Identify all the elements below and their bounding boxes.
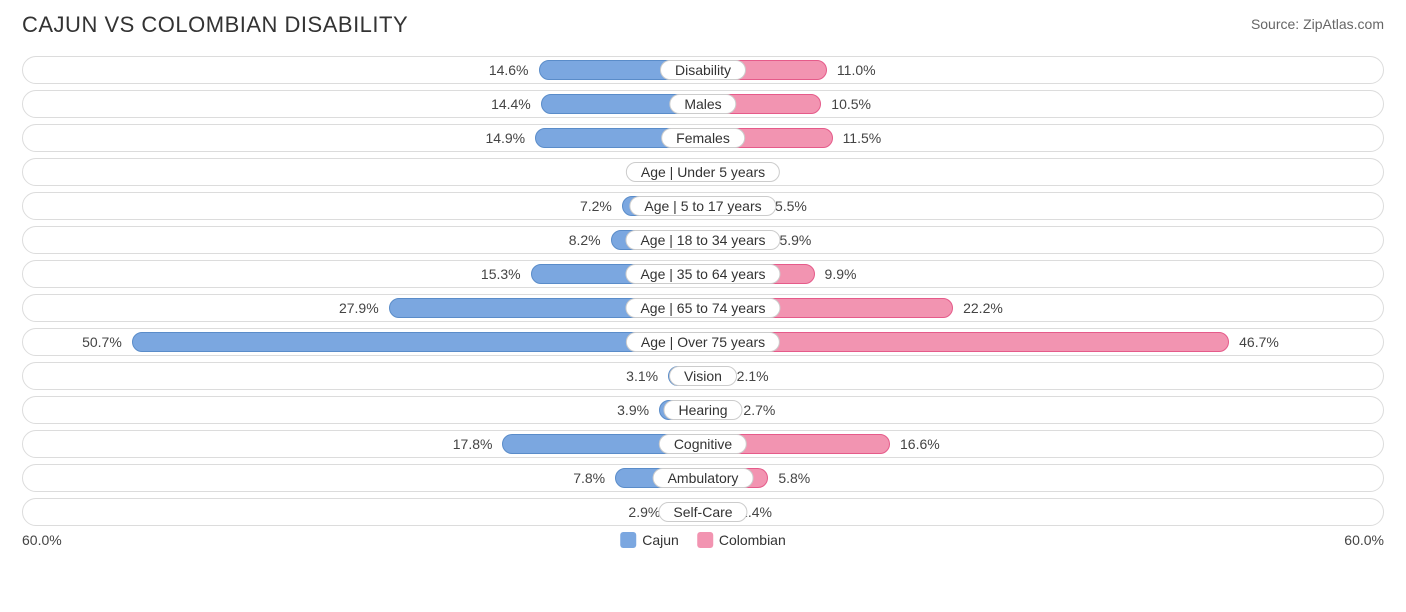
value-label-right: 2.1% xyxy=(737,368,769,384)
category-label: Males xyxy=(669,94,736,114)
category-label: Females xyxy=(661,128,745,148)
chart-legend: Cajun Colombian xyxy=(620,532,786,548)
category-label: Age | 35 to 64 years xyxy=(625,264,780,284)
legend-label-left: Cajun xyxy=(642,532,679,548)
value-label-left: 50.7% xyxy=(82,334,122,350)
value-label-right: 11.0% xyxy=(837,62,876,78)
category-label: Cognitive xyxy=(659,434,747,454)
legend-item-right: Colombian xyxy=(697,532,786,548)
chart-row: 1.6%1.2%Age | Under 5 years xyxy=(22,158,1384,186)
legend-swatch-left xyxy=(620,532,636,548)
chart-row: 8.2% 5.9%Age | 18 to 34 years xyxy=(22,226,1384,254)
chart-row: 50.7% 46.7% Age | Over 75 years xyxy=(22,328,1384,356)
chart-row: 14.9% 11.5% Females xyxy=(22,124,1384,152)
chart-row: 14.6% 11.0% Disability xyxy=(22,56,1384,84)
chart-title: CAJUN VS COLOMBIAN DISABILITY xyxy=(22,12,408,38)
legend-label-right: Colombian xyxy=(719,532,786,548)
chart-row: 3.1% 2.1%Vision xyxy=(22,362,1384,390)
value-label-right: 2.7% xyxy=(743,402,775,418)
chart-header: CAJUN VS COLOMBIAN DISABILITY Source: Zi… xyxy=(22,12,1384,38)
value-label-left: 7.8% xyxy=(573,470,605,486)
category-label: Disability xyxy=(660,60,746,80)
axis-max-left: 60.0% xyxy=(22,532,62,548)
legend-item-left: Cajun xyxy=(620,532,679,548)
value-label-left: 8.2% xyxy=(569,232,601,248)
value-label-left: 7.2% xyxy=(580,198,612,214)
category-label: Age | 65 to 74 years xyxy=(625,298,780,318)
value-label-right: 22.2% xyxy=(963,300,1003,316)
value-label-right: 11.5% xyxy=(843,130,882,146)
category-label: Ambulatory xyxy=(653,468,754,488)
chart-row: 3.9% 2.7%Hearing xyxy=(22,396,1384,424)
bar-left xyxy=(132,332,703,352)
value-label-left: 14.6% xyxy=(489,62,529,78)
value-label-left: 17.8% xyxy=(453,436,493,452)
value-label-left: 14.4% xyxy=(491,96,531,112)
chart-row: 14.4% 10.5% Males xyxy=(22,90,1384,118)
category-label: Vision xyxy=(669,366,737,386)
value-label-left: 3.9% xyxy=(617,402,649,418)
category-label: Age | Over 75 years xyxy=(626,332,780,352)
bar-right xyxy=(703,332,1229,352)
value-label-right: 9.9% xyxy=(825,266,857,282)
chart-row: 7.2% 5.5%Age | 5 to 17 years xyxy=(22,192,1384,220)
value-label-right: 16.6% xyxy=(900,436,940,452)
legend-swatch-right xyxy=(697,532,713,548)
chart-source: Source: ZipAtlas.com xyxy=(1251,16,1384,32)
value-label-right: 46.7% xyxy=(1239,334,1279,350)
chart-row: 15.3% 9.9% Age | 35 to 64 years xyxy=(22,260,1384,288)
category-label: Age | Under 5 years xyxy=(626,162,780,182)
axis-max-right: 60.0% xyxy=(1344,532,1384,548)
chart-row: 17.8% 16.6% Cognitive xyxy=(22,430,1384,458)
value-label-right: 5.8% xyxy=(778,470,810,486)
value-label-left: 15.3% xyxy=(481,266,521,282)
value-label-right: 10.5% xyxy=(831,96,871,112)
category-label: Age | 18 to 34 years xyxy=(625,230,780,250)
chart-footer: 60.0% Cajun Colombian 60.0% xyxy=(22,532,1384,548)
chart-row: 7.8% 5.8% Ambulatory xyxy=(22,464,1384,492)
value-label-left: 2.9% xyxy=(628,504,660,520)
value-label-left: 3.1% xyxy=(626,368,658,384)
value-label-left: 27.9% xyxy=(339,300,379,316)
value-label-left: 14.9% xyxy=(485,130,525,146)
chart-row: 27.9% 22.2% Age | 65 to 74 years xyxy=(22,294,1384,322)
category-label: Hearing xyxy=(663,400,742,420)
category-label: Self-Care xyxy=(658,502,747,522)
diverging-bar-chart: 14.6% 11.0% Disability 14.4% 10.5% Males 14.9%… xyxy=(22,56,1384,526)
value-label-right: 5.5% xyxy=(775,198,807,214)
value-label-right: 5.9% xyxy=(779,232,811,248)
category-label: Age | 5 to 17 years xyxy=(629,196,776,216)
chart-row: 2.9%2.4%Self-Care xyxy=(22,498,1384,526)
